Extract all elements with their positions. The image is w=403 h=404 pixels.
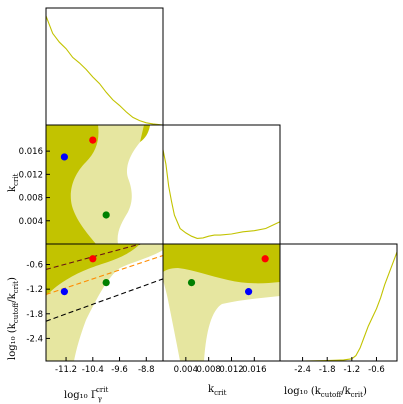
dashed-line-2 — [46, 278, 163, 322]
marginal-curve-kcrit — [162, 149, 281, 239]
contour-excluded-region — [46, 125, 163, 244]
x-tick-label: -8.8 — [138, 365, 155, 375]
x-tick-label: 0.016 — [242, 365, 266, 375]
y-tick-label: -1.2 — [26, 285, 43, 295]
point-green-kcrit-logRatio — [187, 278, 196, 287]
axis-label-layer: log₁₀ Γγcrit kcrit log₁₀ (kcutoff/kcrit)… — [7, 173, 367, 403]
x-tick-label: -9.6 — [111, 365, 128, 375]
x-tick-label: -1.8 — [319, 365, 336, 375]
point-red-logGamma-logRatio — [89, 255, 97, 263]
line-layer — [45, 15, 398, 362]
y-tick-label: 0.008 — [19, 194, 43, 204]
point-red-logGamma-kcrit — [89, 136, 97, 144]
point-blue-kcrit-logRatio — [245, 288, 253, 296]
y-tick-label: -0.6 — [26, 261, 43, 271]
x-axis-label-log-gamma: log₁₀ Γγcrit — [64, 386, 108, 403]
x-tick-label: -2.4 — [294, 365, 311, 375]
point-blue-logGamma-kcrit — [60, 153, 68, 161]
x-tick-label: 0.012 — [219, 365, 243, 375]
frame-layer — [45, 7, 398, 362]
contour-inner-region — [46, 244, 140, 296]
point-green-logGamma-kcrit — [102, 211, 110, 219]
point-green-logGamma-logRatio — [102, 278, 110, 287]
contour-panel-kcrit-ratio — [163, 244, 280, 361]
y-tick-label: -1.8 — [26, 310, 43, 320]
x-tick-label: -0.6 — [368, 365, 385, 375]
panel-frame-r2-c2 — [279, 243, 398, 362]
y-tick-label: 0.016 — [19, 147, 43, 157]
x-tick-label: 0.008 — [196, 365, 220, 375]
contour-layer — [46, 125, 280, 361]
contour-panel-gamma-kcrit — [46, 125, 163, 244]
marginal-curve-logRatio — [280, 251, 398, 362]
panel-frame-r0-c0 — [45, 7, 164, 126]
contour-panel-gamma-ratio — [46, 244, 163, 361]
point-blue-logGamma-logRatio — [60, 288, 68, 296]
x-tick-label: -10.4 — [82, 365, 104, 375]
marginal-curve-logGamma — [45, 15, 164, 126]
y-axis-label-log-ratio: log₁₀ (kcutoff/kcrit) — [7, 277, 20, 360]
y-tick-label: -2.4 — [26, 334, 43, 344]
x-axis-label-kcrit: kcrit — [208, 384, 227, 397]
contour-inner-region — [46, 125, 150, 244]
dashed-line-group — [46, 244, 163, 322]
dashed-line-0 — [46, 244, 143, 270]
point-layer — [60, 136, 269, 296]
x-tick-label: 0.004 — [174, 365, 198, 375]
x-tick-label: -1.2 — [344, 365, 361, 375]
x-axis-label-log-ratio: log₁₀ (kcutoff/kcrit) — [284, 386, 367, 399]
y-tick-label: 0.012 — [19, 170, 43, 180]
dashed-line-1 — [46, 254, 163, 296]
y-axis-label-kcrit: kcrit — [7, 173, 20, 192]
x-tick-label: -11.2 — [55, 365, 77, 375]
panel-frame-r1-c1 — [162, 124, 281, 245]
contour-inner-region — [163, 244, 280, 284]
point-red-kcrit-logRatio — [261, 255, 269, 263]
y-tick-label: 0.004 — [19, 217, 43, 227]
